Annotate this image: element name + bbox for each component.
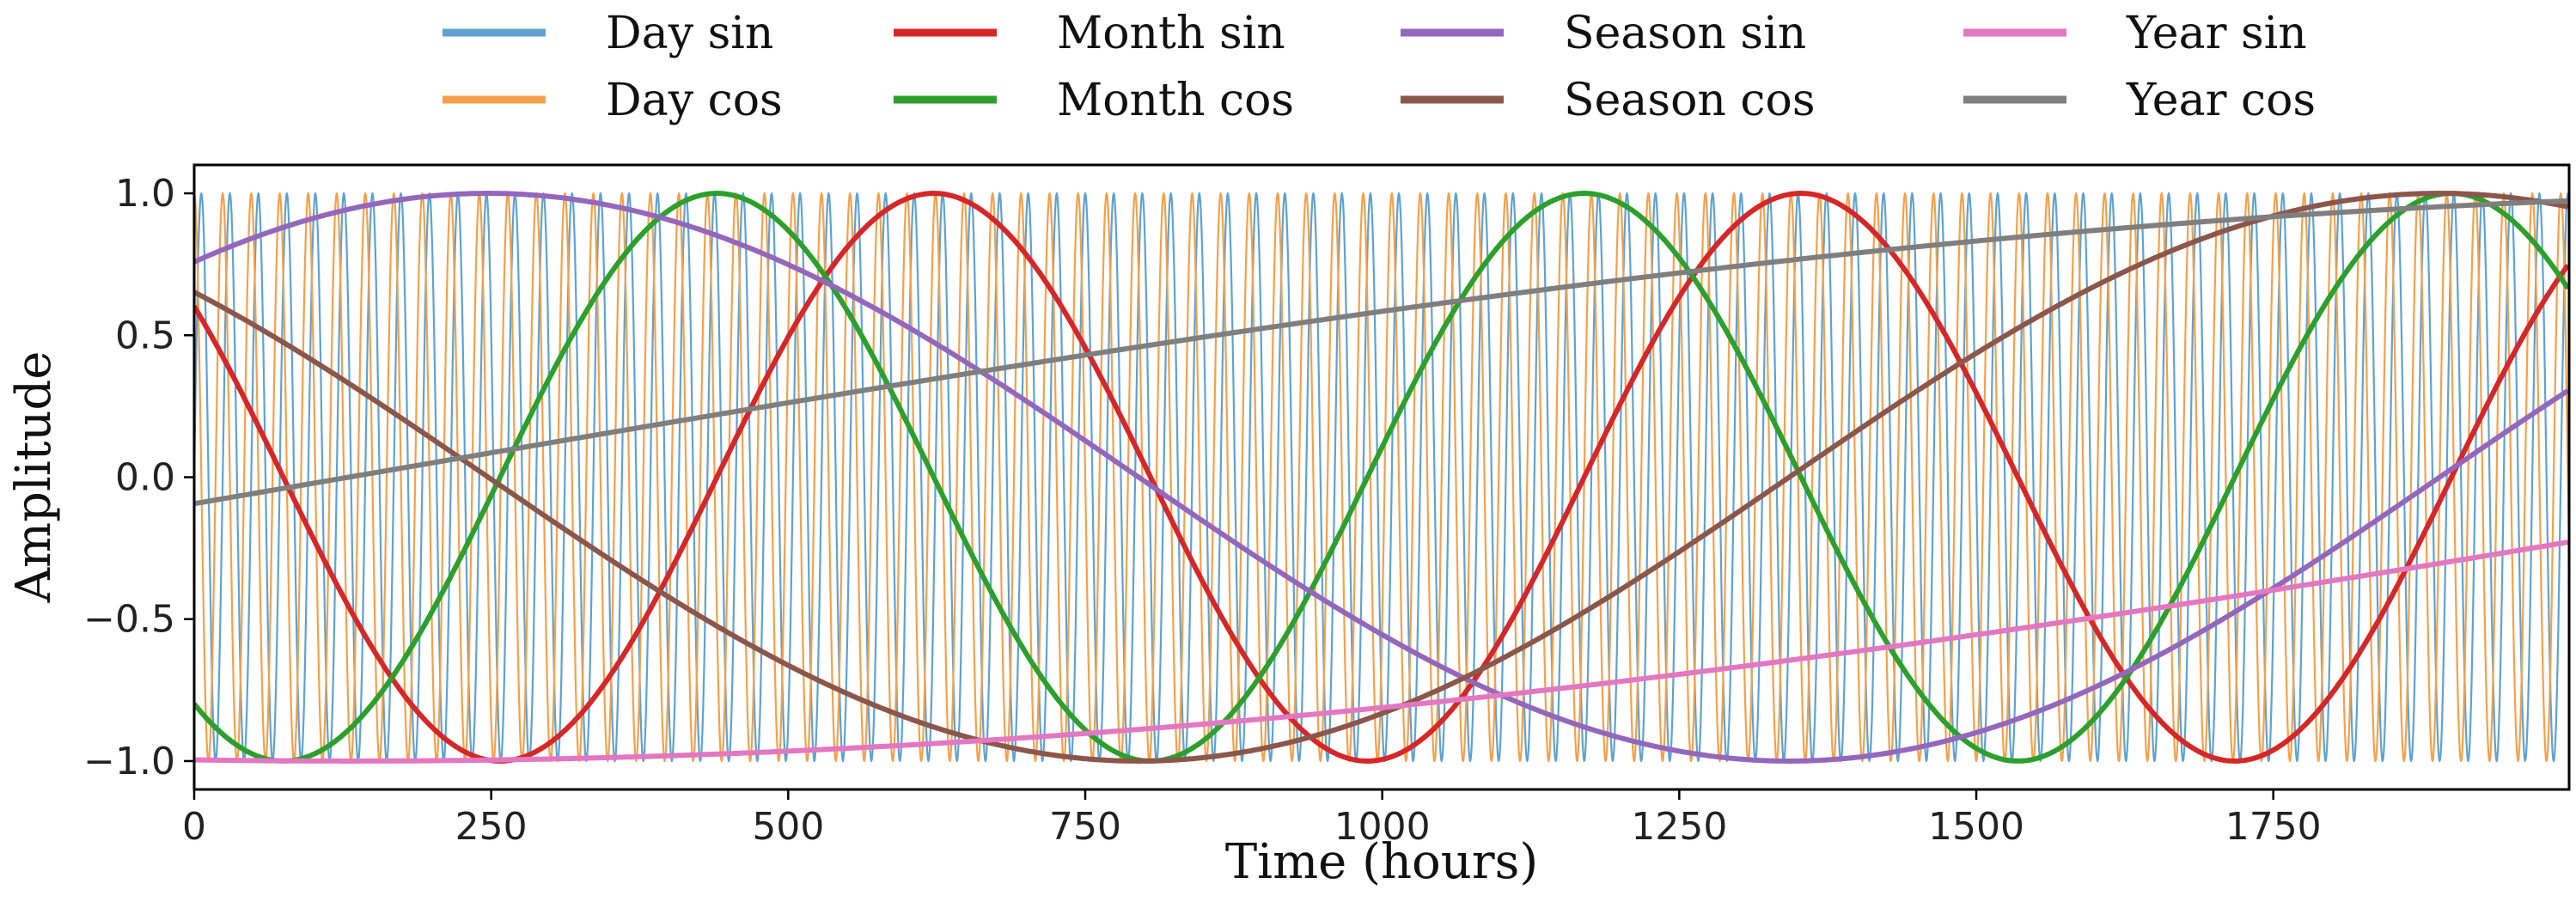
- legend-label: Month sin: [1057, 8, 1285, 59]
- legend-label: Year sin: [2126, 8, 2307, 59]
- x-tick-label: 1750: [2225, 805, 2322, 849]
- legend-label: Day cos: [606, 75, 783, 126]
- legend-label: Year cos: [2126, 75, 2316, 126]
- legend-item-day-sin: Day sin: [443, 8, 773, 59]
- series-layer: [194, 191, 2569, 764]
- x-axis: 0 250 500 750 1000 1250 1500 1750: [182, 789, 2322, 849]
- legend: Day sin Day cos Month sin Month cos Season s…: [443, 8, 2316, 126]
- legend-item-year-sin: Year sin: [1963, 8, 2307, 59]
- y-axis: 1.0 0.5 0.0 −0.5 −1.0: [83, 172, 194, 783]
- y-tick-label: 0.5: [115, 314, 175, 357]
- x-tick-label: 1500: [1928, 805, 2024, 849]
- series-line-season-cos: [194, 191, 2569, 764]
- legend-item-day-cos: Day cos: [443, 75, 783, 126]
- series-line-day-cos: [194, 192, 2569, 763]
- series-line-season-sin: [194, 191, 2569, 764]
- legend-label: Season sin: [1564, 8, 1806, 59]
- x-tick-label: 0: [182, 805, 206, 849]
- series-line-day-sin: [194, 192, 2569, 763]
- y-tick-label: −1.0: [83, 740, 175, 783]
- x-tick-label: 250: [455, 805, 528, 849]
- legend-item-year-cos: Year cos: [1963, 75, 2316, 126]
- series-line-year-cos: [194, 198, 2568, 507]
- y-tick-label: −0.5: [83, 598, 175, 642]
- legend-item-season-sin: Season sin: [1401, 8, 1806, 59]
- legend-label: Day sin: [606, 8, 773, 59]
- series-line-year-sin: [194, 539, 2569, 764]
- y-tick-label: 1.0: [115, 172, 175, 216]
- legend-label: Month cos: [1057, 75, 1294, 126]
- x-tick-label: 1250: [1631, 805, 1727, 849]
- y-tick-label: 0.0: [115, 456, 175, 500]
- legend-item-month-cos: Month cos: [894, 75, 1294, 126]
- x-tick-label: 1000: [1334, 805, 1431, 849]
- legend-item-month-sin: Month sin: [894, 8, 1285, 59]
- x-axis-label: Time (hours): [1225, 834, 1538, 890]
- y-axis-label: Amplitude: [6, 351, 62, 604]
- x-tick-label: 750: [1049, 805, 1121, 849]
- series-line-month-cos: [194, 191, 2569, 764]
- series-line-month-sin: [194, 191, 2569, 764]
- x-tick-label: 500: [752, 805, 824, 849]
- legend-item-season-cos: Season cos: [1401, 75, 1816, 126]
- legend-label: Season cos: [1564, 75, 1816, 126]
